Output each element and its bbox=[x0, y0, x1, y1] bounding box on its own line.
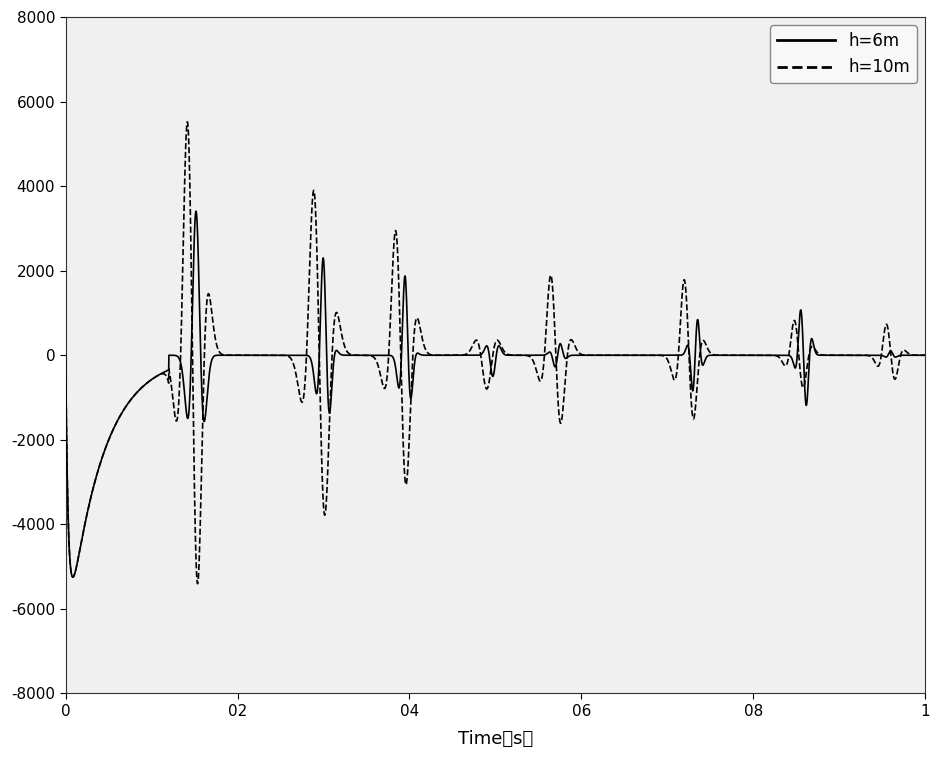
h=6m bbox=[919, 351, 931, 360]
h=6m bbox=[697, 361, 709, 370]
h=6m bbox=[60, 351, 72, 360]
h=10m bbox=[568, 340, 580, 349]
h=6m bbox=[67, 572, 78, 581]
h=6m bbox=[190, 206, 201, 216]
h=10m bbox=[743, 351, 755, 360]
Line: h=10m: h=10m bbox=[66, 121, 925, 584]
h=6m bbox=[743, 351, 755, 360]
h=6m bbox=[606, 351, 617, 360]
h=10m bbox=[372, 358, 383, 367]
h=10m bbox=[606, 351, 617, 360]
X-axis label: Time（s）: Time（s） bbox=[457, 730, 533, 748]
h=6m bbox=[104, 435, 115, 444]
h=6m bbox=[568, 351, 580, 360]
h=10m bbox=[60, 351, 72, 360]
Line: h=6m: h=6m bbox=[66, 211, 925, 577]
h=10m bbox=[182, 117, 193, 126]
h=10m bbox=[697, 336, 709, 345]
h=10m bbox=[104, 435, 115, 444]
h=10m bbox=[919, 351, 931, 360]
h=10m bbox=[192, 579, 203, 588]
h=6m bbox=[372, 351, 383, 360]
Legend: h=6m, h=10m: h=6m, h=10m bbox=[770, 26, 917, 83]
